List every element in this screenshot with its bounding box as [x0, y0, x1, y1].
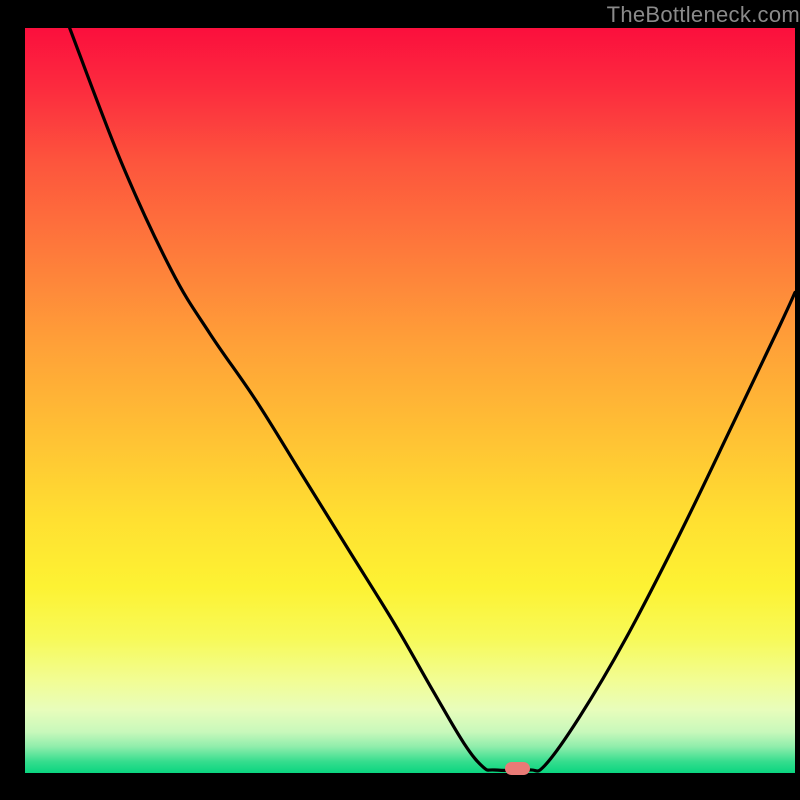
plot-area: [25, 28, 795, 773]
bottleneck-curve: [25, 28, 795, 773]
curve-path: [70, 28, 795, 771]
optimum-marker: [505, 762, 530, 775]
bottleneck-chart: TheBottleneck.com: [0, 0, 800, 800]
watermark-text: TheBottleneck.com: [607, 2, 800, 28]
